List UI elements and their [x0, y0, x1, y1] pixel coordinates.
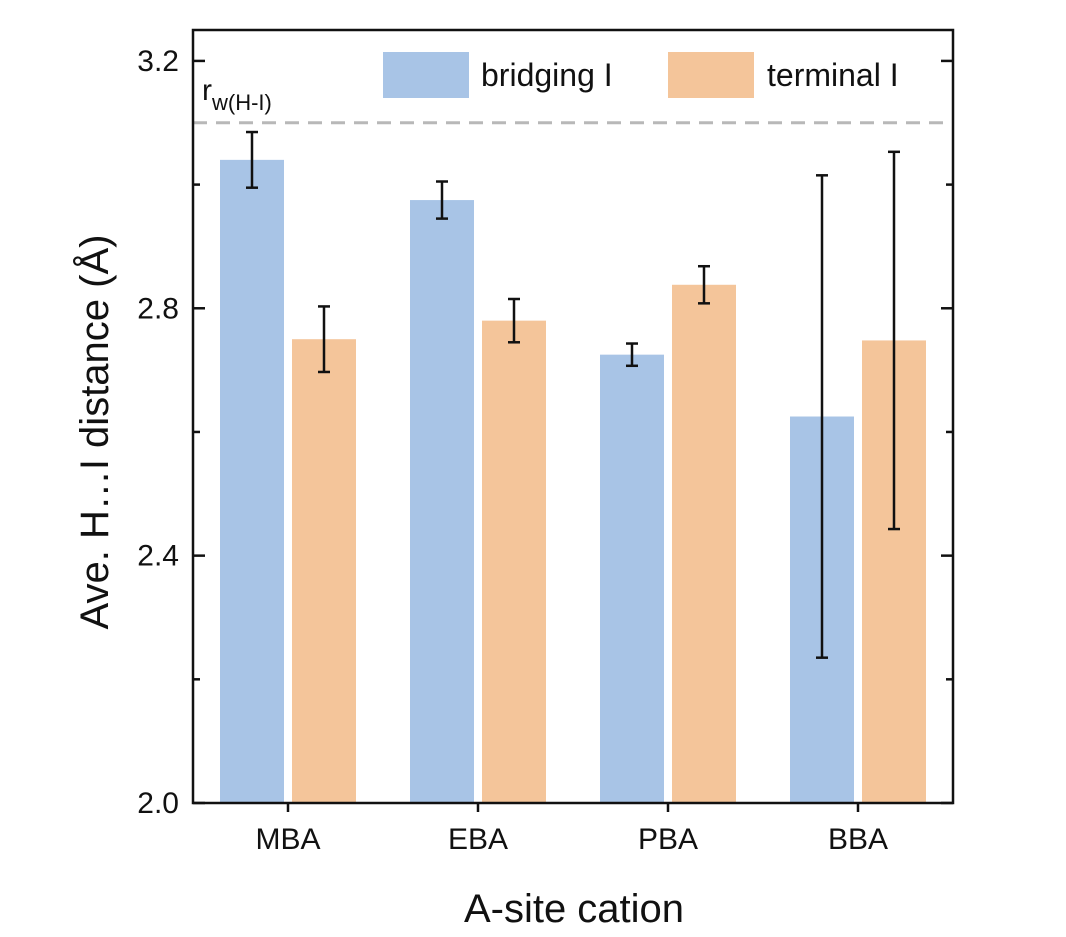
x-tick-label: BBA: [828, 823, 888, 856]
bar-terminal-i-eba: [482, 320, 546, 803]
bars-group: [220, 159, 926, 804]
legend-label-bridging-i: bridging I: [481, 57, 613, 93]
legend-swatch-terminal-i: [668, 52, 754, 98]
x-axis: MBA EBA PBA BBA: [255, 803, 888, 856]
y-tick-label: 3.2: [137, 45, 179, 78]
x-tick-label: MBA: [255, 823, 320, 856]
y-tick-label: 2.4: [137, 540, 179, 573]
bar-bridging-i-pba: [600, 354, 664, 803]
plot-frame: [191, 28, 955, 805]
bar-terminal-i-mba: [292, 339, 356, 803]
error-bars-group: [246, 130, 900, 659]
reference-line-label: rw(H-I): [202, 74, 272, 115]
bar-bridging-i-eba: [410, 200, 474, 803]
reference-label-subscript: w(H-I): [211, 90, 272, 115]
y-axis-title: Ave. H…I distance (Å): [72, 235, 117, 630]
y-tick-label: 2.0: [137, 787, 179, 820]
legend-swatch-bridging-i: [383, 52, 469, 98]
x-tick-label: EBA: [448, 823, 508, 856]
legend: bridging I terminal I: [383, 52, 899, 98]
x-axis-title: A-site cation: [464, 887, 684, 931]
legend-label-terminal-i: terminal I: [767, 57, 899, 93]
y-axis: 2.0 2.4 2.8 3.2: [137, 45, 953, 820]
bar-terminal-i-pba: [672, 284, 736, 804]
y-tick-label: 2.8: [137, 292, 179, 325]
x-tick-label: PBA: [638, 823, 698, 856]
bar-bridging-i-mba: [220, 159, 284, 803]
reference-label-main: r: [202, 74, 212, 107]
